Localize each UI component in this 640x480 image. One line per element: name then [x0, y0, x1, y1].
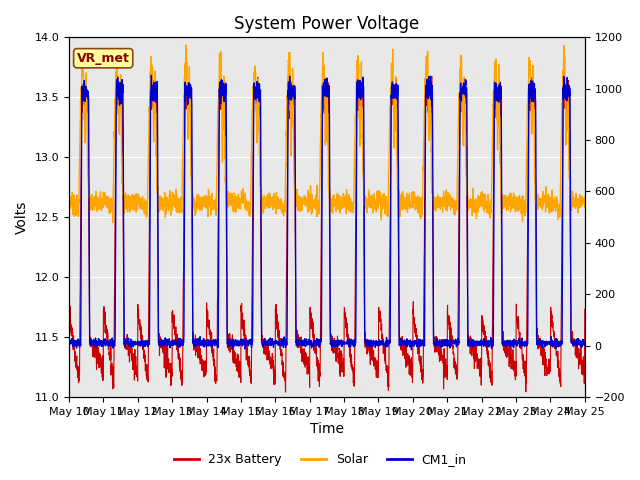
Legend: 23x Battery, Solar, CM1_in: 23x Battery, Solar, CM1_in [168, 448, 472, 471]
Solar [263, 203, 271, 208]
23x Battery [559, 71, 567, 76]
Solar [581, 195, 589, 201]
Solar [155, 200, 163, 206]
CM1_in [408, 347, 415, 353]
Solar [516, 192, 524, 198]
CM1_in [124, 341, 132, 347]
Solar [65, 197, 73, 203]
CM1_in [571, 341, 579, 347]
Line: CM1_in: CM1_in [69, 75, 585, 350]
23x Battery [155, 335, 163, 340]
23x Battery [282, 389, 289, 395]
CM1_in [516, 338, 524, 344]
CM1_in [581, 340, 589, 346]
CM1_in [148, 72, 156, 78]
X-axis label: Time: Time [310, 422, 344, 436]
Line: 23x Battery: 23x Battery [69, 73, 585, 392]
Solar [571, 198, 579, 204]
Line: Solar: Solar [69, 45, 585, 222]
CM1_in [65, 337, 73, 343]
CM1_in [263, 341, 271, 347]
23x Battery [285, 91, 293, 96]
CM1_in [285, 93, 293, 98]
CM1_in [155, 340, 163, 346]
Title: System Power Voltage: System Power Voltage [234, 15, 420, 33]
23x Battery [515, 333, 523, 338]
Text: VR_met: VR_met [77, 52, 130, 65]
23x Battery [65, 306, 73, 312]
Solar [124, 198, 132, 204]
Solar [182, 42, 190, 48]
23x Battery [263, 351, 271, 357]
23x Battery [124, 347, 132, 352]
Solar [285, 73, 293, 79]
23x Battery [571, 342, 579, 348]
Solar [109, 219, 116, 225]
23x Battery [581, 306, 589, 312]
Y-axis label: Volts: Volts [15, 201, 29, 234]
